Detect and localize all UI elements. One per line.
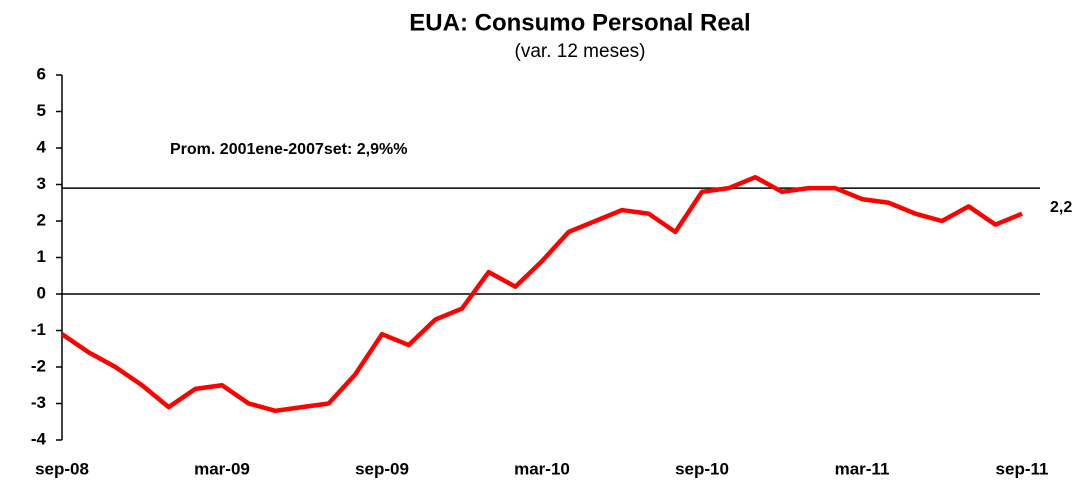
y-tick-label: 0: [37, 283, 46, 302]
x-tick-label: sep-10: [675, 459, 729, 478]
x-tick-label: mar-09: [194, 459, 250, 478]
x-tick-label: mar-11: [835, 459, 890, 478]
y-tick-label: -3: [31, 393, 46, 412]
x-tick-label: sep-08: [35, 459, 89, 478]
y-tick-label: 6: [37, 64, 46, 83]
chart-title: EUA: Consumo Personal Real: [409, 9, 750, 36]
x-tick-label: sep-09: [355, 459, 409, 478]
chart-subtitle: (var. 12 meses): [515, 41, 646, 62]
y-tick-label: 1: [37, 247, 46, 266]
line-series: [60, 174, 1023, 414]
data-label: 2,2: [1050, 199, 1072, 216]
y-tick-label: 3: [37, 174, 46, 193]
x-tick-label: mar-10: [514, 459, 570, 478]
y-tick-label: 2: [37, 210, 46, 229]
x-tick-label: sep-11: [996, 459, 1049, 478]
y-tick-label: 5: [37, 101, 46, 120]
y-tick-label: -2: [31, 356, 46, 375]
y-tick-label: 4: [37, 137, 47, 156]
reference-label: Prom. 2001ene-2007set: 2,9%%: [170, 141, 407, 158]
y-tick-label: -1: [31, 320, 46, 339]
y-tick-label: -4: [31, 429, 47, 448]
